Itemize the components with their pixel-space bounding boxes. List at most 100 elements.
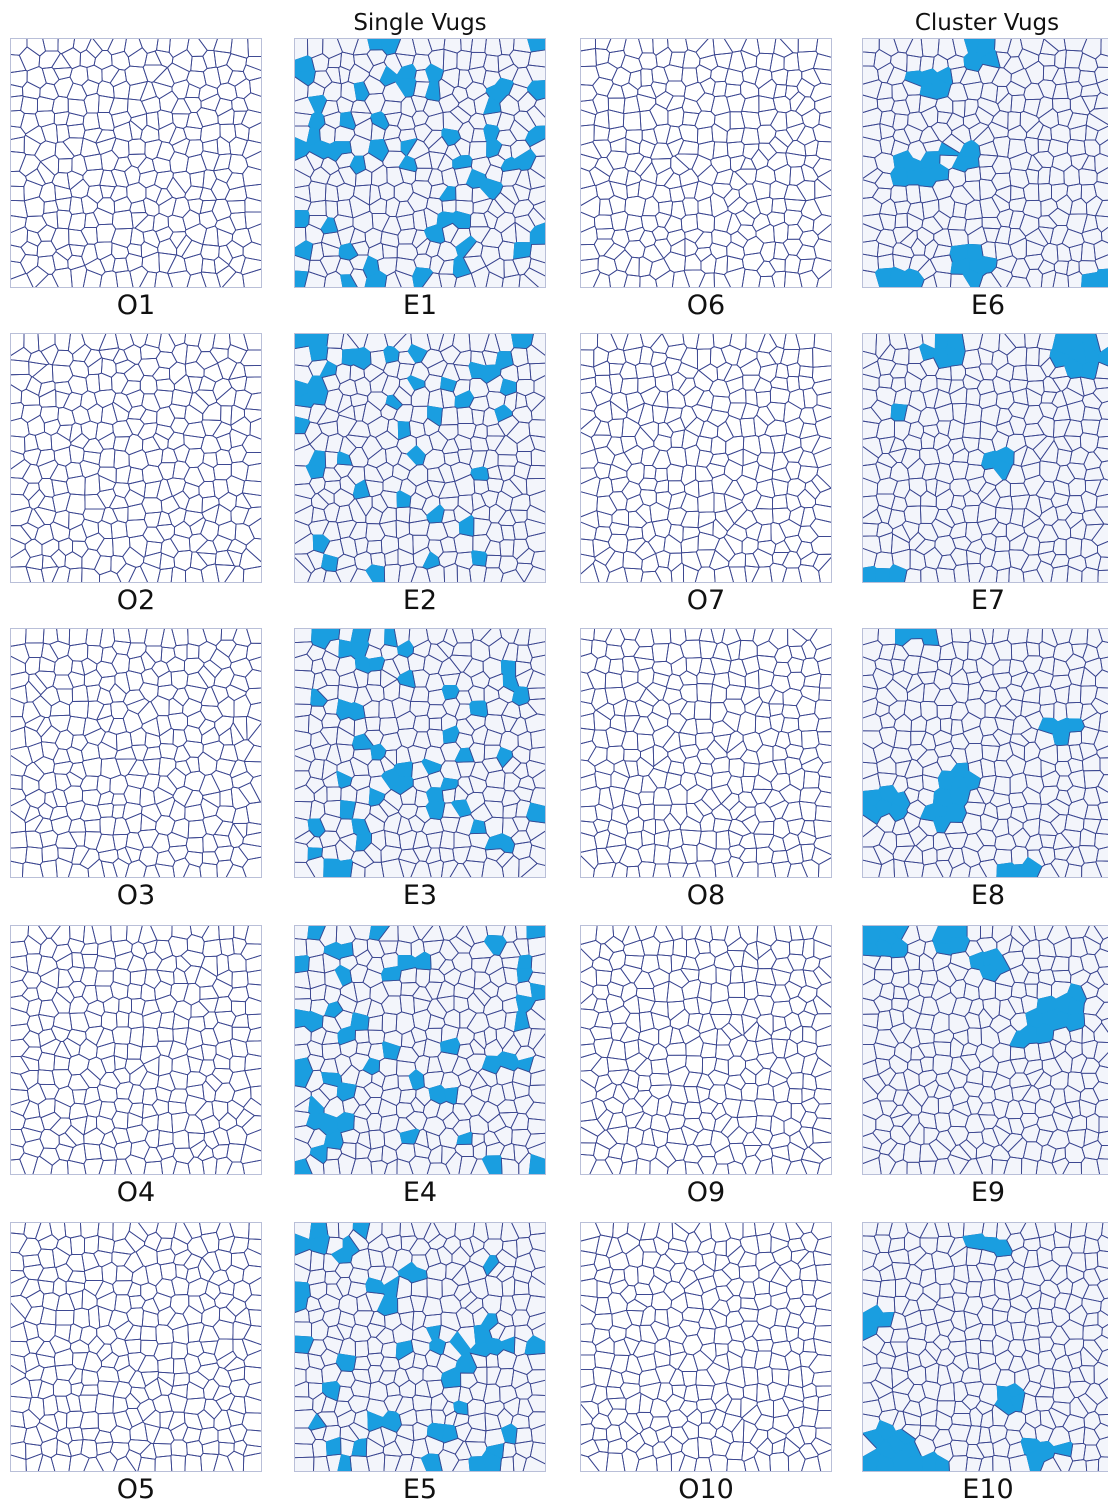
grain-cell xyxy=(377,1098,398,1118)
grain-cell xyxy=(231,1086,252,1108)
grain-cell xyxy=(65,493,86,516)
grain-cell xyxy=(783,334,801,351)
grain-cell xyxy=(768,345,785,365)
voronoi-tile-o7 xyxy=(580,333,832,583)
grain-cell xyxy=(349,926,372,941)
grain-cell xyxy=(931,518,953,538)
grain-cell xyxy=(160,646,176,664)
grain-cell xyxy=(127,1011,144,1030)
grain-cell xyxy=(933,1084,953,1100)
grain-cell xyxy=(699,1097,719,1114)
grain-cell xyxy=(602,1096,625,1115)
grain-cell xyxy=(672,937,687,958)
grain-cell xyxy=(992,659,1012,675)
grain-cell xyxy=(66,1410,84,1429)
grain-cell xyxy=(813,643,831,663)
grain-cell xyxy=(69,178,90,199)
grain-cell xyxy=(695,732,715,751)
grain-cell xyxy=(1010,494,1031,510)
panel-o2: O2 xyxy=(10,333,262,619)
grain-cell xyxy=(934,479,951,498)
grain-cell xyxy=(669,1008,690,1030)
grain-cell xyxy=(1010,981,1027,999)
grain-cell xyxy=(1023,82,1045,101)
grain-cell xyxy=(1080,703,1099,722)
grain-cell xyxy=(214,549,235,567)
grain-cell xyxy=(383,811,402,835)
grain-cell xyxy=(112,535,131,558)
grain-cell xyxy=(25,953,43,975)
grain-cell xyxy=(1069,197,1088,215)
grain-cell xyxy=(694,926,714,944)
grain-cell xyxy=(336,743,355,764)
grain-cell xyxy=(39,1306,57,1326)
grain-cell xyxy=(189,926,210,939)
grain-cell xyxy=(41,554,59,569)
grain-cell xyxy=(242,268,261,287)
grain-cell xyxy=(51,991,71,1014)
grain-cell xyxy=(98,675,116,692)
grain-cell xyxy=(1004,698,1023,718)
grain-cell xyxy=(1033,926,1054,942)
vug-cell xyxy=(399,1128,421,1145)
grain-cell xyxy=(19,1152,39,1174)
grain-cell xyxy=(581,965,598,988)
grain-cell xyxy=(741,536,759,555)
grain-cell xyxy=(364,716,381,732)
vug-cell xyxy=(454,390,475,409)
grain-cell xyxy=(1021,686,1041,704)
grain-cell xyxy=(752,820,775,835)
grain-cell xyxy=(312,743,332,761)
grain-cell xyxy=(784,416,805,439)
grain-cell xyxy=(1063,164,1081,187)
grain-cell xyxy=(247,1238,261,1255)
grain-cell xyxy=(28,361,49,378)
grain-cell xyxy=(166,767,187,790)
grain-cell xyxy=(917,522,939,542)
grain-cell xyxy=(83,153,103,171)
grain-cell xyxy=(512,183,531,202)
grain-cell xyxy=(242,831,261,848)
grain-cell xyxy=(624,830,643,851)
grain-cell xyxy=(216,969,233,988)
grain-cell xyxy=(863,713,883,732)
grain-cell xyxy=(795,334,816,350)
grain-cell xyxy=(244,668,261,690)
grain-cell xyxy=(454,1143,474,1157)
grain-cell xyxy=(243,364,261,378)
grain-cell xyxy=(1022,756,1042,778)
grain-cell xyxy=(186,1071,208,1088)
grain-cell xyxy=(995,390,1015,410)
grain-cell xyxy=(232,1279,253,1303)
grain-cell xyxy=(97,741,118,760)
grain-cell xyxy=(920,431,936,450)
grain-cell xyxy=(667,106,685,128)
grain-cell xyxy=(1066,495,1086,515)
grain-cell xyxy=(112,392,133,414)
grain-cell xyxy=(863,963,876,986)
grain-cell xyxy=(127,759,150,777)
grain-cell xyxy=(349,393,369,408)
grain-cell xyxy=(40,741,60,761)
grain-cell xyxy=(62,137,84,157)
grain-cell xyxy=(68,1289,84,1311)
grain-cell xyxy=(112,1067,131,1084)
grain-cell xyxy=(946,112,964,132)
grain-cell xyxy=(196,1144,215,1162)
grain-cell xyxy=(1079,432,1100,453)
grain-cell xyxy=(786,1088,803,1105)
grain-cell xyxy=(453,533,474,554)
grain-cell xyxy=(55,952,74,971)
grain-cell xyxy=(684,416,705,438)
grain-cell xyxy=(111,50,131,71)
grain-cell xyxy=(362,700,380,719)
grain-cell xyxy=(485,435,506,452)
grain-cell xyxy=(110,520,128,540)
grain-cell xyxy=(55,196,72,212)
grain-cell xyxy=(11,244,27,264)
grain-cell xyxy=(638,791,655,806)
grain-cell xyxy=(394,269,415,287)
grain-cell xyxy=(637,1038,655,1059)
grain-cell xyxy=(961,504,980,524)
grain-cell xyxy=(200,1452,219,1471)
